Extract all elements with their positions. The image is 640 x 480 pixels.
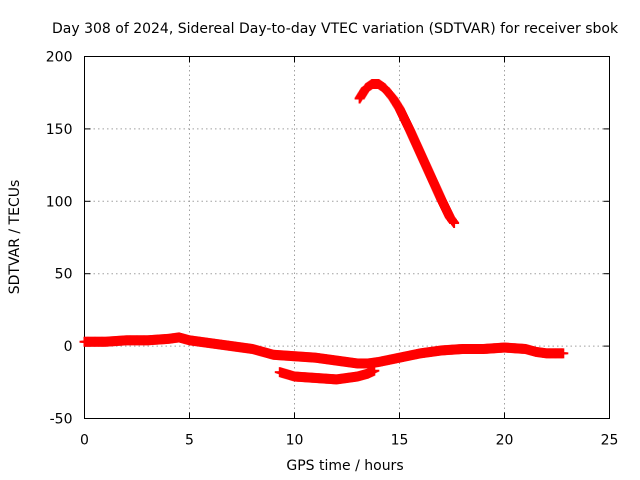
x-tick-label: 10 [286,433,304,449]
x-tick-label: 20 [496,433,514,449]
plot-frame [84,56,610,419]
series-upper-arc [354,79,460,229]
x-tick-labels: 0 5 10 15 20 25 [80,433,618,449]
x-axis-label: GPS time / hours [286,458,403,474]
tick-layer [84,56,610,419]
y-tick-label: 150 [46,122,73,138]
x-tick-label: 0 [80,433,89,449]
x-tick-label: 15 [391,433,409,449]
y-tick-label: 0 [64,339,73,355]
y-tick-label: -50 [50,412,73,428]
y-axis-label: SDTVAR / TECUs [7,180,23,295]
data-point [449,218,460,229]
data-layer [79,79,569,385]
data-point [558,348,569,359]
y-tick-label: 200 [46,50,73,66]
y-tick-label: 50 [55,267,73,283]
series-lower-arc [274,365,380,385]
series-main-track [79,332,569,369]
y-tick-label: 100 [46,194,73,210]
x-tick-label: 5 [185,433,194,449]
x-tick-label: 25 [601,433,619,449]
y-tick-labels: -50 0 50 100 150 200 [46,50,73,428]
chart-title: Day 308 of 2024, Sidereal Day-to-day VTE… [52,21,619,37]
data-point [369,365,380,376]
